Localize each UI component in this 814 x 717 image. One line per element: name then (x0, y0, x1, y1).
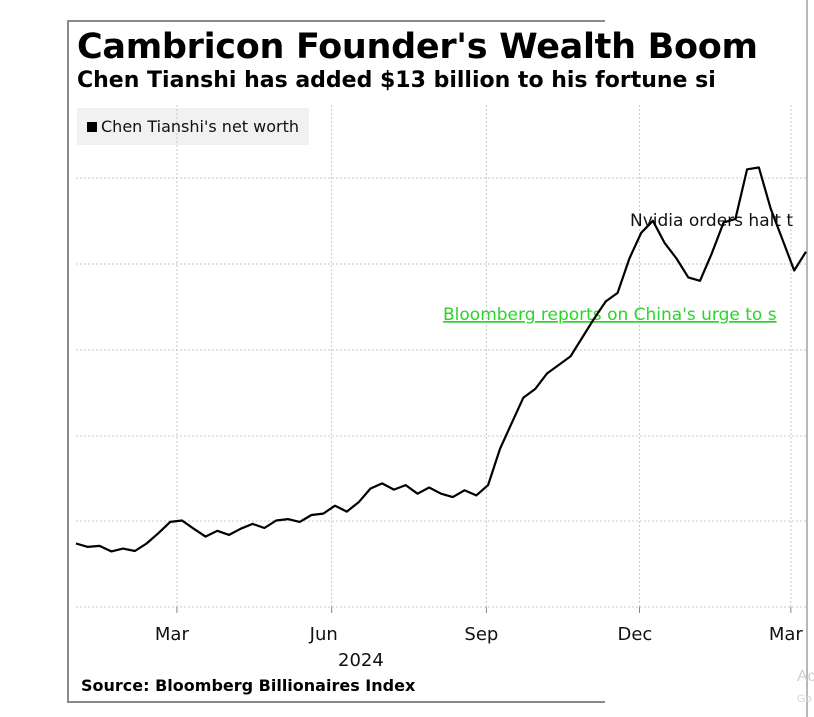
window-edge (806, 0, 808, 717)
legend-label: Chen Tianshi's net worth (101, 117, 300, 136)
x-year-label: 2024 (338, 650, 384, 671)
legend-swatch-icon (87, 121, 97, 132)
x-axis: Mar Jun Sep Dec Mar 2024 (155, 607, 804, 671)
series-line (75, 166, 807, 553)
chart-subtitle: Chen Tianshi has added $13 billion to hi… (77, 68, 716, 93)
x-tick-label: Mar (769, 624, 804, 645)
x-tick-label: Sep (464, 624, 498, 645)
chart-title: Cambricon Founder's Wealth Boom (77, 27, 758, 67)
grid (76, 105, 808, 608)
source-note: Source: Bloomberg Billionaires Index (81, 676, 416, 695)
x-tick-label: Mar (155, 624, 190, 645)
annotations: Nvidia orders halt t Bloomberg reports on… (443, 211, 793, 325)
chart-frame (67, 20, 605, 703)
watermark-text: Ac (797, 668, 814, 685)
x-tick-label: Dec (617, 624, 652, 645)
x-tick-label: Jun (309, 624, 338, 645)
legend: Chen Tianshi's net worth (77, 108, 310, 145)
watermark-subtext: Go (797, 693, 812, 705)
annotation-nvidia: Nvidia orders halt t (630, 211, 793, 231)
annotation-bloomberg[interactable]: Bloomberg reports on China's urge to s (443, 305, 777, 325)
